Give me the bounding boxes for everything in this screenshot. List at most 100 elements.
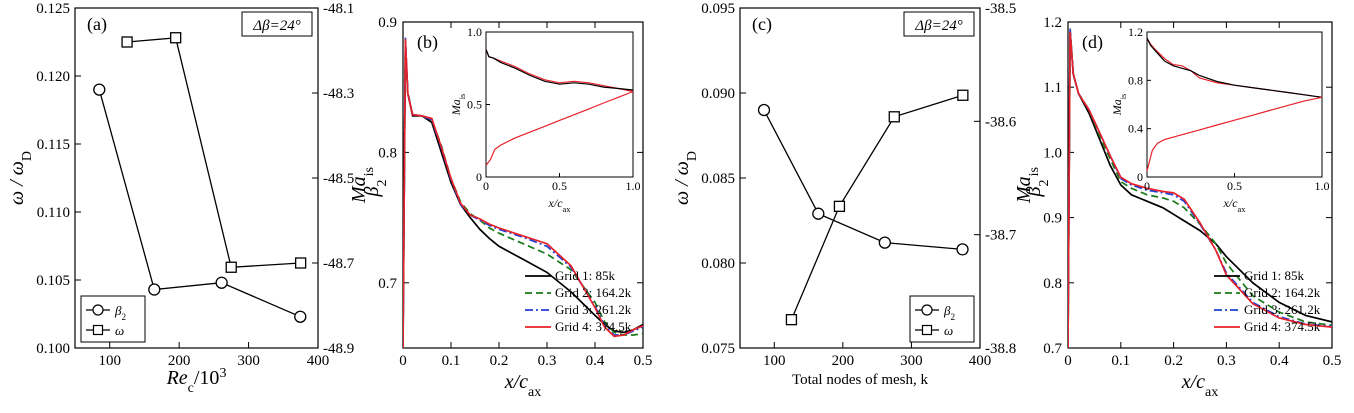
legend-label: ω bbox=[944, 323, 953, 338]
plot-frame bbox=[402, 21, 644, 349]
y-axis-label: Mais bbox=[348, 167, 377, 204]
inset-x-tick-label: 0.5 bbox=[552, 179, 567, 193]
y-left-tick-label: 0.115 bbox=[37, 137, 70, 153]
x-tick-label: 0 bbox=[399, 353, 407, 369]
inset-y-axis-label: Mais bbox=[449, 94, 467, 117]
data-point-circle bbox=[956, 243, 969, 256]
x-tick-label: 300 bbox=[900, 353, 923, 369]
series-line-0 bbox=[763, 109, 963, 251]
y-left-tick-label: 0.120 bbox=[36, 69, 70, 85]
data-point-circle bbox=[294, 310, 307, 323]
y-tick-label: 1.0 bbox=[1043, 145, 1062, 161]
x-tick-label: 100 bbox=[98, 353, 121, 369]
data-point-square bbox=[957, 89, 969, 101]
panel-d: 0 0.1 0.2 0.3 0.4 0.5 0.7 0.8 0.9 1.0 1.1 1.2 Mais x/… bbox=[1013, 15, 1341, 400]
x-tick-label: 100 bbox=[763, 353, 786, 369]
data-point-circle bbox=[878, 236, 891, 249]
data-point-circle bbox=[148, 283, 161, 296]
legend-label-grid-4: Grid 4: 374.5k bbox=[1244, 319, 1321, 334]
inset-y-tick-label: 1.2 bbox=[1128, 25, 1143, 39]
data-point-circle bbox=[812, 207, 825, 220]
inset-frame bbox=[1146, 31, 1323, 178]
x-tick-label: 0.3 bbox=[1217, 353, 1236, 369]
x-axis-label: Total nodes of mesh, k bbox=[792, 372, 929, 388]
x-tick-label: 400 bbox=[307, 353, 330, 369]
legend-marker-circle bbox=[92, 304, 104, 316]
x-axis-label: Rec/103 bbox=[166, 366, 227, 396]
y-left-tick-label: 0.075 bbox=[701, 341, 735, 357]
annotation-text: Δβ=24° bbox=[914, 18, 962, 34]
panel-b: 0 0.1 0.2 0.3 0.4 0.5 0.7 0.8 0.9 Mais x/cax (b) Gri… bbox=[348, 15, 652, 400]
data-point-square bbox=[888, 111, 900, 123]
series-line-grid-3 bbox=[403, 37, 643, 348]
x-tick-label: 200 bbox=[168, 353, 191, 369]
x-tick-label: 400 bbox=[969, 353, 992, 369]
legend-label-grid-2: Grid 2: 164.2k bbox=[1244, 285, 1321, 300]
inset-y-axis-label: Mais bbox=[1110, 94, 1128, 117]
inset-y-tick-label: 0 bbox=[476, 170, 482, 184]
y-left-tick-label: 0.110 bbox=[37, 205, 70, 221]
y-tick-label: 0.8 bbox=[1043, 276, 1062, 292]
inset-y-tick-label: 0.4 bbox=[1128, 122, 1143, 136]
x-tick-label: 0.1 bbox=[442, 353, 461, 369]
data-point-circle bbox=[757, 103, 771, 117]
inset-x-tick-label: 0.5 bbox=[1227, 179, 1242, 193]
annotation-box bbox=[241, 11, 313, 37]
series-line-1 bbox=[790, 94, 964, 320]
data-point-circle bbox=[93, 83, 106, 96]
x-tick-label: 200 bbox=[832, 353, 855, 369]
panel-label: (b) bbox=[417, 32, 438, 53]
x-tick-label: 0.4 bbox=[1270, 353, 1289, 369]
y-left-tick-label: 0.105 bbox=[36, 273, 70, 289]
annotation-box bbox=[903, 11, 975, 37]
inset-series-2 bbox=[485, 90, 634, 166]
y-axis-label: Mais bbox=[1013, 167, 1042, 204]
panel-a: 100 200 300 400 0.100 0.105 0.110 0.115 0.120 0.1… bbox=[6, 1, 390, 396]
series-line-grid-4 bbox=[403, 38, 643, 348]
series-line-grid-4 bbox=[1068, 31, 1332, 348]
x-tick-label: 0 bbox=[1064, 353, 1072, 369]
y-right-axis-label: β2 bbox=[1023, 180, 1052, 198]
y-right-tick-label: -38.8 bbox=[985, 341, 1016, 357]
y-right-tick-label: -48.3 bbox=[323, 86, 354, 102]
y-tick-label: 0.7 bbox=[1043, 341, 1062, 357]
y-right-tick-label: -48.5 bbox=[323, 171, 354, 187]
x-axis-label: x/cax bbox=[504, 371, 542, 400]
y-left-axis-label: ω / ωD bbox=[6, 151, 35, 205]
y-left-axis-label: ω / ωD bbox=[671, 151, 700, 205]
y-tick-label: 0.7 bbox=[378, 276, 397, 292]
x-tick-label: 0.4 bbox=[586, 353, 605, 369]
y-right-tick-label: -48.7 bbox=[323, 256, 355, 272]
y-left-tick-label: 0.080 bbox=[701, 256, 735, 272]
y-tick-label: 0.8 bbox=[378, 145, 397, 161]
y-left-tick-label: 0.095 bbox=[701, 1, 735, 17]
data-point-square bbox=[170, 32, 182, 44]
legend-label-grid-1: Grid 1: 85k bbox=[555, 268, 615, 283]
y-tick-label: 1.2 bbox=[1043, 15, 1062, 31]
y-tick-label: 1.1 bbox=[1043, 80, 1062, 96]
x-axis-label: x/cax bbox=[1181, 371, 1219, 400]
x-tick-label: 0.5 bbox=[1323, 353, 1342, 369]
data-point-square bbox=[833, 200, 846, 212]
panel-label: (d) bbox=[1082, 32, 1103, 53]
inset-y-tick-label: 0.8 bbox=[1128, 73, 1143, 87]
inset-y-tick-label: 0 bbox=[1137, 170, 1143, 184]
legend-label-grid-1: Grid 1: 85k bbox=[1244, 268, 1304, 283]
legend-box bbox=[80, 295, 146, 343]
inset-y-tick-label: 1.0 bbox=[467, 25, 482, 39]
y-left-tick-label: 0.085 bbox=[701, 171, 735, 187]
legend-marker-square bbox=[92, 324, 104, 336]
inset-series-1 bbox=[485, 49, 634, 91]
series-line-1 bbox=[127, 37, 301, 268]
y-left-tick-label: 0.100 bbox=[36, 341, 70, 357]
plot-frame bbox=[1067, 21, 1333, 349]
y-right-tick-label: -38.5 bbox=[985, 1, 1016, 17]
y-right-axis-label: β2 bbox=[361, 180, 390, 198]
data-point-square bbox=[294, 257, 307, 269]
data-point-circle bbox=[215, 276, 228, 289]
inset-x-tick-label: 1.0 bbox=[626, 179, 641, 193]
x-tick-label: 0.2 bbox=[490, 353, 509, 369]
panel-label: (c) bbox=[752, 14, 772, 35]
